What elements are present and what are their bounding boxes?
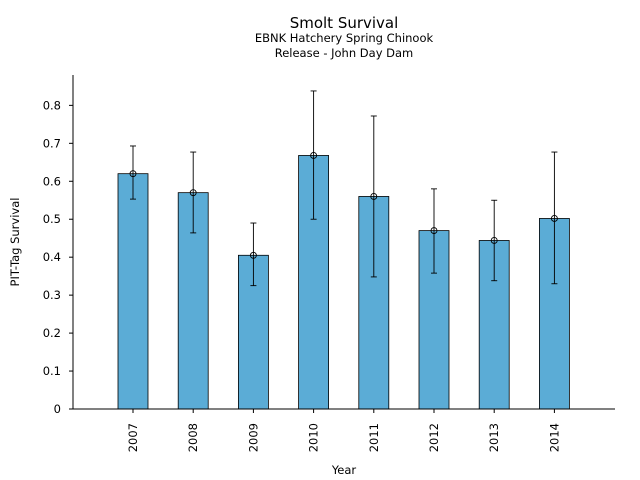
bar <box>117 173 149 410</box>
x-axis-label: Year <box>331 463 357 477</box>
point-marker <box>490 237 498 244</box>
chart-subtitle-line-1: EBNK Hatchery Spring Chinook <box>255 31 434 45</box>
chart-subtitle-line-2: Release - John Day Dam <box>275 46 414 60</box>
y-tick-label: 0.8 <box>43 98 61 112</box>
x-tick-label: 2011 <box>367 423 381 452</box>
y-tick-label: 0.3 <box>43 288 61 302</box>
x-tick-label: 2007 <box>126 423 140 452</box>
point-marker <box>430 227 438 235</box>
plot-area <box>117 90 570 410</box>
point-marker <box>370 193 378 200</box>
x-tick-label: 2010 <box>307 423 321 452</box>
y-tick-label: 0.1 <box>43 364 61 378</box>
y-tick-label: 0.6 <box>43 174 61 188</box>
x-tick-label: 2014 <box>547 423 561 452</box>
point-marker <box>189 189 197 197</box>
x-tick-label: 2012 <box>427 423 441 452</box>
point-marker <box>550 215 558 222</box>
y-tick-label: 0.2 <box>43 326 61 340</box>
x-tick-label: 2009 <box>246 423 260 452</box>
point-marker <box>249 251 257 259</box>
chart-title: Smolt Survival <box>290 14 399 32</box>
x-tick-label: 2013 <box>487 423 501 452</box>
y-tick-label: 0.5 <box>43 212 61 226</box>
y-axis-label: PIT-Tag Survival <box>8 198 22 287</box>
y-tick-label: 0.4 <box>43 250 61 264</box>
y-tick-label: 0 <box>54 402 61 416</box>
x-tick-label: 2008 <box>186 423 200 452</box>
y-tick-label: 0.7 <box>43 136 61 150</box>
point-marker <box>129 170 137 178</box>
point-marker <box>310 152 318 159</box>
